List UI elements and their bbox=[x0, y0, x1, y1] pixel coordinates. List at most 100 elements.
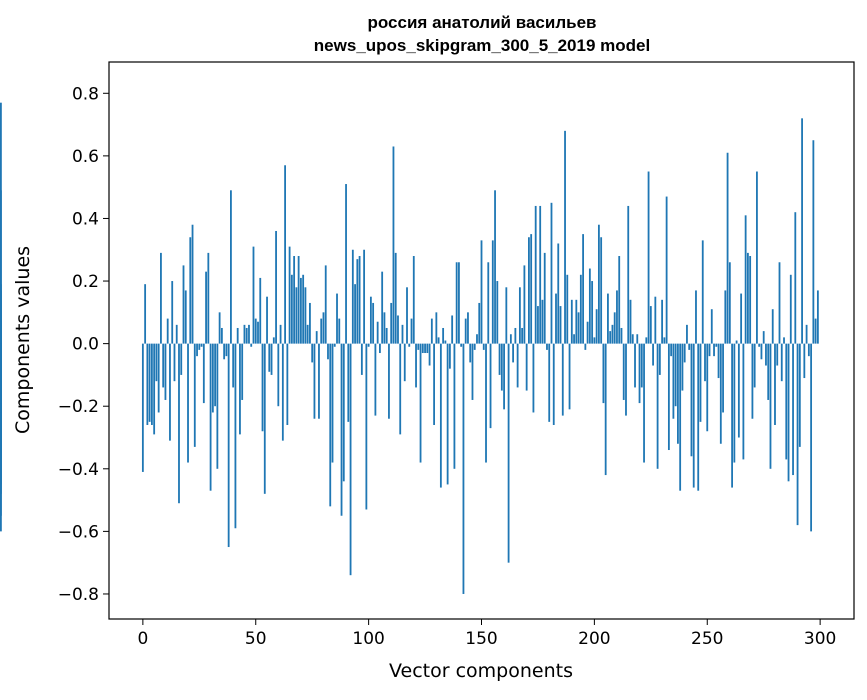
bar bbox=[0, 344, 2, 382]
bar bbox=[210, 344, 212, 491]
bar bbox=[442, 328, 444, 344]
bar bbox=[517, 344, 519, 388]
bar bbox=[180, 344, 182, 375]
bar bbox=[483, 344, 485, 350]
bar bbox=[426, 344, 428, 353]
bar bbox=[201, 344, 203, 347]
bar bbox=[325, 265, 327, 343]
bar bbox=[589, 269, 591, 344]
bar bbox=[799, 344, 801, 447]
bar bbox=[454, 344, 456, 469]
y-tick-label: 0.6 bbox=[72, 147, 99, 167]
bar bbox=[146, 344, 148, 425]
bar bbox=[219, 312, 221, 343]
bar bbox=[214, 344, 216, 407]
bar bbox=[508, 344, 510, 563]
bar bbox=[377, 322, 379, 344]
bar bbox=[607, 294, 609, 344]
bar bbox=[747, 253, 749, 344]
bar bbox=[783, 337, 785, 343]
bar bbox=[560, 306, 562, 344]
bar bbox=[187, 344, 189, 463]
bar bbox=[713, 344, 715, 357]
bar bbox=[555, 294, 557, 344]
bar bbox=[235, 344, 237, 529]
bar bbox=[444, 341, 446, 344]
bar bbox=[465, 319, 467, 344]
bar bbox=[268, 344, 270, 372]
bar bbox=[679, 344, 681, 491]
bar bbox=[271, 344, 273, 375]
bar bbox=[636, 334, 638, 343]
bar bbox=[700, 344, 702, 422]
bar bbox=[402, 325, 404, 344]
bar bbox=[286, 344, 288, 425]
bar bbox=[763, 331, 765, 344]
bar bbox=[420, 344, 422, 463]
bar bbox=[661, 300, 663, 344]
bar bbox=[688, 344, 690, 350]
bar bbox=[815, 319, 817, 344]
bar bbox=[580, 275, 582, 344]
bar bbox=[151, 344, 153, 425]
bar bbox=[512, 344, 514, 363]
bar bbox=[697, 344, 699, 491]
x-tick-label: 200 bbox=[578, 629, 610, 649]
bar bbox=[305, 287, 307, 343]
bar bbox=[422, 344, 424, 353]
bar bbox=[548, 344, 550, 422]
bar bbox=[225, 344, 227, 357]
bar bbox=[492, 240, 494, 343]
bar bbox=[259, 278, 261, 344]
bar bbox=[566, 275, 568, 344]
y-tick-label: −0.8 bbox=[58, 585, 99, 605]
bar bbox=[144, 284, 146, 343]
bar bbox=[262, 344, 264, 432]
bar bbox=[546, 344, 548, 350]
bar bbox=[404, 344, 406, 382]
bar bbox=[449, 344, 451, 369]
bar bbox=[316, 331, 318, 344]
bar bbox=[248, 325, 250, 344]
bar bbox=[183, 265, 185, 343]
bar bbox=[695, 290, 697, 343]
bar bbox=[429, 344, 431, 366]
bar bbox=[776, 344, 778, 366]
bar bbox=[438, 337, 440, 343]
bar bbox=[393, 146, 395, 343]
bar bbox=[593, 337, 595, 343]
bar bbox=[785, 344, 787, 460]
bar bbox=[652, 344, 654, 366]
bar bbox=[221, 328, 223, 344]
bar bbox=[616, 290, 618, 343]
bar bbox=[399, 344, 401, 435]
y-tick-label: 0.4 bbox=[72, 209, 99, 229]
bar bbox=[718, 344, 720, 378]
bar bbox=[185, 290, 187, 343]
bar bbox=[817, 290, 819, 343]
bar bbox=[347, 344, 349, 422]
bar bbox=[582, 234, 584, 344]
bar bbox=[275, 231, 277, 344]
y-tick-label: −0.2 bbox=[58, 397, 99, 417]
bar bbox=[478, 303, 480, 344]
bar bbox=[551, 203, 553, 344]
bar bbox=[612, 325, 614, 344]
bar bbox=[246, 328, 248, 344]
bar bbox=[338, 319, 340, 344]
bar bbox=[266, 297, 268, 344]
bar bbox=[526, 344, 528, 391]
bar bbox=[542, 300, 544, 344]
bar bbox=[323, 312, 325, 343]
bar bbox=[801, 118, 803, 343]
bar bbox=[329, 344, 331, 507]
bar bbox=[808, 344, 810, 357]
bar bbox=[693, 344, 695, 488]
bar bbox=[293, 256, 295, 344]
bar bbox=[803, 344, 805, 378]
bar bbox=[666, 197, 668, 344]
bar bbox=[359, 256, 361, 344]
bar bbox=[810, 344, 812, 532]
chart-title-line-1: россия анатолий васильев bbox=[368, 13, 597, 32]
bar bbox=[591, 281, 593, 344]
